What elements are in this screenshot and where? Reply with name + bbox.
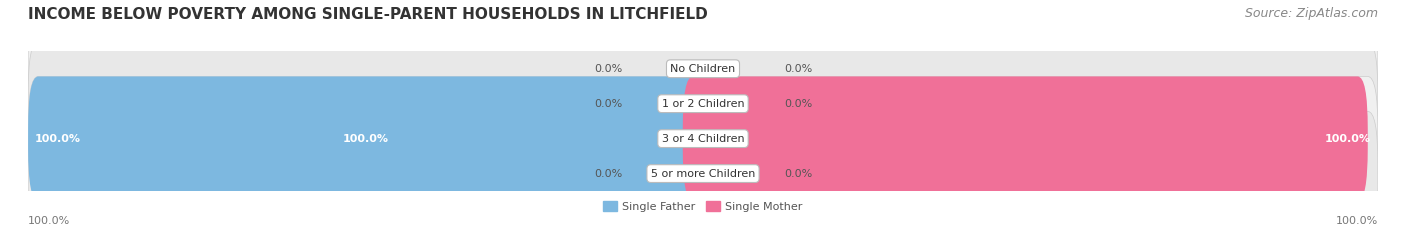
- Text: Source: ZipAtlas.com: Source: ZipAtlas.com: [1244, 7, 1378, 20]
- FancyBboxPatch shape: [28, 128, 1378, 149]
- Text: 100.0%: 100.0%: [343, 134, 388, 144]
- FancyBboxPatch shape: [28, 58, 1378, 79]
- Text: 0.0%: 0.0%: [593, 99, 621, 109]
- Text: INCOME BELOW POVERTY AMONG SINGLE-PARENT HOUSEHOLDS IN LITCHFIELD: INCOME BELOW POVERTY AMONG SINGLE-PARENT…: [28, 7, 707, 22]
- Text: 1 or 2 Children: 1 or 2 Children: [662, 99, 744, 109]
- FancyBboxPatch shape: [28, 111, 1378, 233]
- Text: No Children: No Children: [671, 64, 735, 74]
- Text: 0.0%: 0.0%: [785, 64, 813, 74]
- Text: 100.0%: 100.0%: [28, 216, 70, 226]
- FancyBboxPatch shape: [28, 93, 1378, 114]
- FancyBboxPatch shape: [28, 163, 1378, 184]
- FancyBboxPatch shape: [28, 41, 1378, 166]
- FancyBboxPatch shape: [28, 7, 1378, 131]
- Text: 0.0%: 0.0%: [593, 169, 621, 178]
- FancyBboxPatch shape: [28, 76, 713, 201]
- Text: 100.0%: 100.0%: [1336, 216, 1378, 226]
- Text: 100.0%: 100.0%: [35, 134, 82, 144]
- FancyBboxPatch shape: [683, 76, 1368, 201]
- Legend: Single Father, Single Mother: Single Father, Single Mother: [599, 197, 807, 216]
- Text: 0.0%: 0.0%: [785, 169, 813, 178]
- Text: 0.0%: 0.0%: [593, 64, 621, 74]
- Text: 100.0%: 100.0%: [1324, 134, 1371, 144]
- Text: 3 or 4 Children: 3 or 4 Children: [662, 134, 744, 144]
- Text: 0.0%: 0.0%: [785, 99, 813, 109]
- Text: 5 or more Children: 5 or more Children: [651, 169, 755, 178]
- FancyBboxPatch shape: [28, 76, 1378, 201]
